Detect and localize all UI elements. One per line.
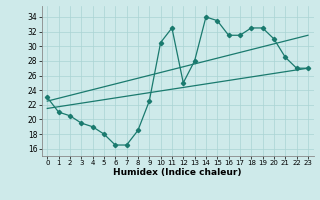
- X-axis label: Humidex (Indice chaleur): Humidex (Indice chaleur): [113, 168, 242, 177]
